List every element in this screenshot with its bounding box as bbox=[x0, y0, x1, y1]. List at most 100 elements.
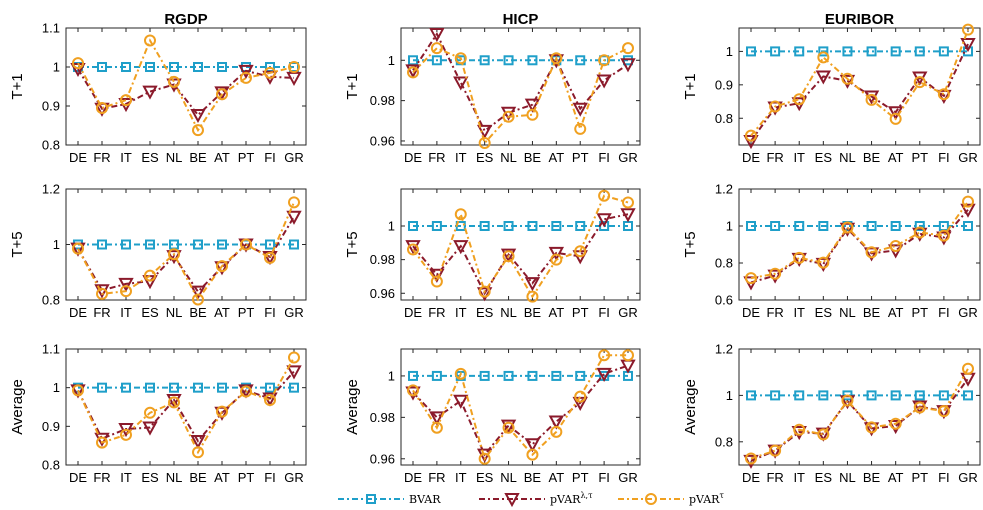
data-point bbox=[145, 239, 155, 250]
data-point bbox=[841, 221, 854, 234]
x-tick-label: ES bbox=[141, 470, 159, 485]
data-point bbox=[120, 285, 132, 298]
data-point bbox=[745, 452, 757, 465]
data-point bbox=[913, 76, 926, 89]
chart-panel-6: 0.8 0.9 1 1.1 DE FR IT ES NL BE AT PT FI GR Average bbox=[9, 342, 307, 485]
data-point bbox=[190, 435, 206, 450]
x-tick-label: ES bbox=[141, 150, 159, 165]
series-line bbox=[77, 357, 295, 455]
x-tick-label: ES bbox=[476, 470, 494, 485]
x-tick-label: IT bbox=[120, 305, 132, 320]
x-tick-label: BE bbox=[189, 150, 207, 165]
chart-panel-8: 0.8 1 1.2 DE FR IT ES NL BE AT PT FI GR Average bbox=[682, 342, 981, 485]
data-point bbox=[264, 394, 276, 407]
x-tick-label: ES bbox=[815, 305, 833, 320]
data-point bbox=[454, 367, 467, 380]
data-point bbox=[166, 250, 182, 265]
data-point bbox=[937, 88, 950, 101]
y-tick-label: 1.2 bbox=[715, 182, 733, 197]
data-point bbox=[97, 62, 107, 72]
series-line bbox=[750, 29, 969, 137]
x-tick-label: NL bbox=[839, 150, 856, 165]
data-point bbox=[794, 390, 805, 401]
x-tick-label: IT bbox=[120, 470, 132, 485]
data-point bbox=[622, 42, 634, 55]
data-point bbox=[769, 100, 782, 113]
data-point bbox=[193, 382, 203, 393]
data-point bbox=[839, 222, 856, 237]
data-point bbox=[527, 370, 538, 381]
data-point bbox=[841, 72, 854, 85]
data-point bbox=[524, 98, 541, 113]
data-point bbox=[97, 382, 107, 393]
legend-label: pVARλ,τ bbox=[550, 491, 593, 506]
data-point bbox=[216, 260, 228, 273]
x-tick-label: DE bbox=[69, 470, 87, 485]
data-point bbox=[794, 46, 805, 57]
x-tick-label: DE bbox=[742, 305, 760, 320]
y-axis-label: T+1 bbox=[682, 73, 699, 99]
x-tick-label: FR bbox=[93, 305, 110, 320]
legend-marker bbox=[504, 493, 520, 508]
x-tick-label: GR bbox=[284, 470, 304, 485]
x-tick-label: ES bbox=[815, 150, 833, 165]
series-line bbox=[77, 201, 295, 302]
data-point bbox=[72, 57, 84, 70]
data-point bbox=[96, 436, 108, 449]
x-tick-label: GR bbox=[958, 305, 978, 320]
data-point bbox=[142, 421, 158, 436]
x-tick-label: BE bbox=[863, 150, 881, 165]
data-point bbox=[839, 74, 856, 89]
y-tick-label: 0.8 bbox=[42, 458, 60, 473]
data-point bbox=[431, 55, 442, 66]
series-line bbox=[412, 32, 629, 133]
series-line bbox=[412, 213, 629, 296]
x-tick-label: BE bbox=[863, 470, 881, 485]
legend-marker bbox=[645, 493, 657, 505]
data-point bbox=[408, 221, 418, 231]
y-tick-label: 1.2 bbox=[42, 182, 60, 197]
plot-frame bbox=[738, 188, 981, 301]
data-point bbox=[238, 64, 254, 79]
series-line bbox=[412, 46, 629, 145]
data-point bbox=[620, 208, 636, 223]
x-tick-label: FR bbox=[766, 305, 783, 320]
data-point bbox=[550, 425, 563, 438]
data-point bbox=[574, 245, 587, 258]
data-point bbox=[453, 240, 469, 255]
y-axis-label: T+5 bbox=[9, 231, 26, 257]
data-point bbox=[815, 70, 832, 85]
data-point bbox=[598, 189, 611, 202]
data-point bbox=[596, 74, 612, 89]
data-point bbox=[622, 349, 634, 362]
data-point bbox=[889, 417, 902, 430]
data-point bbox=[598, 54, 611, 67]
plot-frame bbox=[400, 348, 641, 466]
data-point bbox=[408, 370, 418, 381]
x-tick-label: IT bbox=[120, 150, 132, 165]
series-line bbox=[750, 43, 969, 142]
data-point bbox=[575, 370, 586, 381]
data-point bbox=[453, 76, 469, 91]
data-point bbox=[794, 221, 805, 231]
data-point bbox=[288, 351, 300, 364]
data-point bbox=[889, 112, 902, 125]
x-tick-label: NL bbox=[839, 305, 856, 320]
data-point bbox=[524, 438, 541, 453]
data-point bbox=[453, 394, 469, 409]
data-point bbox=[478, 136, 491, 149]
data-point bbox=[264, 251, 276, 264]
data-point bbox=[72, 384, 84, 397]
x-tick-label: GR bbox=[958, 150, 978, 165]
x-tick-label: AT bbox=[214, 305, 230, 320]
y-tick-label: 0.8 bbox=[715, 434, 733, 449]
data-point bbox=[793, 93, 806, 106]
data-point bbox=[121, 382, 131, 393]
x-tick-label: DE bbox=[69, 305, 87, 320]
data-point bbox=[264, 66, 276, 79]
chart-panel-0: 0.8 0.9 1 1.1 DE FR IT ES NL BE AT PT FI GR RGDP T+1 bbox=[9, 11, 307, 165]
x-tick-label: FR bbox=[766, 150, 783, 165]
data-point bbox=[240, 71, 252, 84]
legend-label-text: pVAR bbox=[550, 493, 581, 506]
